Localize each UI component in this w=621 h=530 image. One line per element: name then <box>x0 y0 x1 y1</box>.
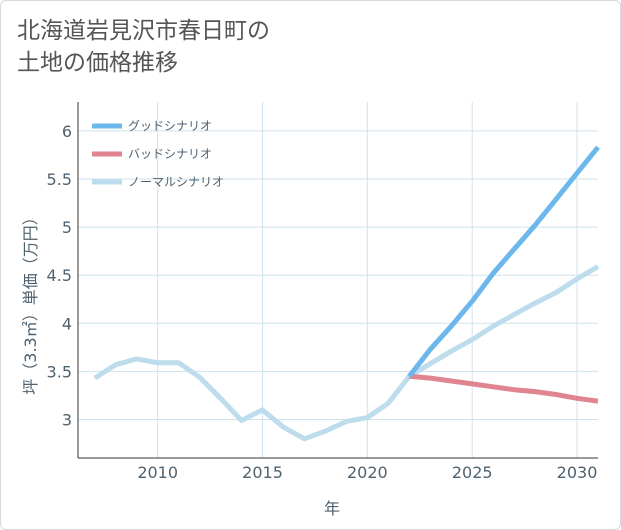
series-lines <box>93 145 600 442</box>
chart-title: 北海道岩見沢市春日町の 土地の価格推移 <box>17 18 270 76</box>
series-line-0 <box>407 145 600 378</box>
y-tick-label: 4 <box>62 314 72 333</box>
y-tick-label: 3.5 <box>47 362 72 381</box>
legend-label: バッドシナリオ <box>128 147 212 161</box>
series-line-2 <box>93 264 600 442</box>
x-tick-label: 2010 <box>137 463 178 482</box>
y-axis-label: 坪（3.3㎡）単価（万円） <box>21 209 40 394</box>
y-tick-label: 6 <box>62 122 72 141</box>
y-tick-label: 5 <box>62 218 72 237</box>
legend-label: グッドシナリオ <box>128 119 212 133</box>
x-tick-label: 2025 <box>452 463 493 482</box>
x-tick-label: 2020 <box>347 463 388 482</box>
x-axis-label: 年 <box>324 499 340 518</box>
x-tick-label: 2015 <box>242 463 283 482</box>
series-line-1 <box>409 373 599 404</box>
y-tick-label: 4.5 <box>47 266 72 285</box>
y-tick-label: 5.5 <box>47 170 72 189</box>
legend-label: ノーマルシナリオ <box>128 175 224 189</box>
y-tick-label: 3 <box>62 411 72 430</box>
axes: 3 3.5 4 4.5 5 5.5 6 2010 2015 2020 2025 2030 <box>47 102 598 482</box>
x-tick-label: 2030 <box>557 463 598 482</box>
